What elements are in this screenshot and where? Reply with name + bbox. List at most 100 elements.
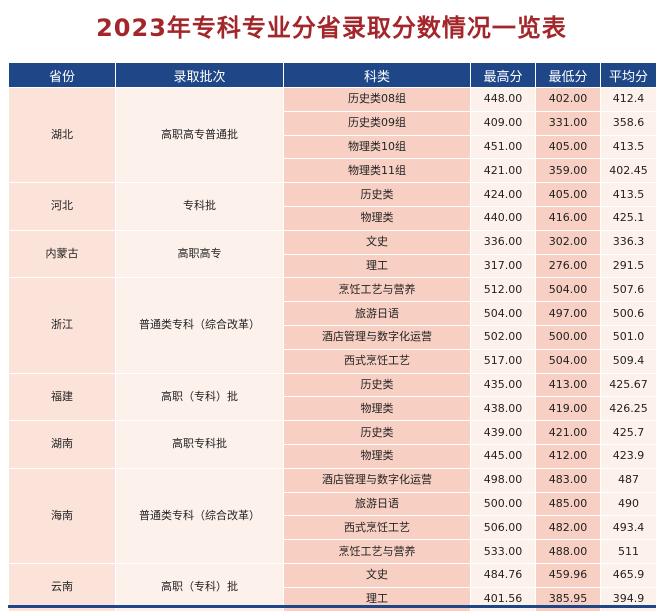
table-row: 西式烹饪工艺 517.00 504.00 509.4 — [9, 348, 657, 374]
table-row: 海南 普通类专科（综合改革） 酒店管理与数字化运营 498.00 483.00 487 — [8, 467, 657, 564]
max-score-cell: 533.00 — [470, 539, 536, 564]
table-row: 西式烹饪工艺 506.00 482.00 493.4 — [9, 515, 657, 541]
max-score-cell: 435.00 — [470, 372, 536, 398]
subject-cell: 西式烹饪工艺 — [283, 348, 471, 374]
min-score-cell: 276.00 — [535, 253, 601, 279]
max-score-cell: 409.00 — [470, 110, 536, 136]
max-score-cell: 448.00 — [470, 87, 536, 112]
max-score-cell: 336.00 — [470, 229, 536, 255]
batch-cell: 高职高专普通批 — [115, 86, 284, 184]
table-row: 内蒙古 高职高专 文史 336.00 302.00 336.3 — [8, 229, 657, 279]
max-score-cell: 484.76 — [470, 562, 536, 588]
max-score-cell: 421.00 — [470, 158, 536, 184]
table-row: 湖南 高职专科批 历史类 439.00 421.00 425.7 — [8, 420, 657, 469]
min-score-cell: 402.00 — [535, 87, 601, 112]
avg-score-cell: 358.6 — [600, 110, 657, 136]
table-row: 物理类 440.00 416.00 425.1 — [9, 205, 657, 231]
avg-score-cell: 493.4 — [600, 515, 657, 541]
min-score-cell: 331.00 — [535, 110, 601, 136]
min-score-cell: 405.00 — [535, 134, 601, 160]
avg-score-cell: 465.9 — [600, 562, 657, 588]
subject-cell: 物理类 — [283, 396, 471, 422]
batch-cell: 专科批 — [115, 182, 284, 231]
subject-cell: 历史类09组 — [283, 110, 471, 136]
avg-score-cell: 487 — [600, 467, 657, 493]
min-score-cell: 485.00 — [535, 491, 601, 517]
table-row: 物理类 445.00 412.00 423.9 — [9, 443, 657, 469]
score-table-wrapper: 省份 录取批次 科类 最高分 最低分 平均分 湖北 高职高专普通批 历史类08组 44… — [8, 62, 657, 612]
min-score-cell: 302.00 — [535, 229, 601, 255]
min-score-cell: 359.00 — [535, 158, 601, 184]
max-score-cell: 424.00 — [470, 182, 536, 207]
max-score-cell: 317.00 — [470, 253, 536, 279]
avg-score-cell: 507.6 — [600, 277, 657, 303]
min-score-cell: 405.00 — [535, 182, 601, 207]
table-row: 物理类10组 451.00 405.00 413.5 — [9, 134, 657, 160]
province-cell: 云南 — [8, 562, 116, 612]
subject-cell: 历史类08组 — [283, 87, 471, 112]
min-score-cell: 497.00 — [535, 301, 601, 326]
min-score-cell: 459.96 — [535, 562, 601, 588]
avg-score-cell: 413.5 — [600, 182, 657, 207]
province-cell: 湖南 — [8, 420, 116, 469]
avg-score-cell: 412.4 — [600, 87, 657, 112]
min-score-cell: 412.00 — [535, 443, 601, 469]
province-cell: 湖北 — [8, 86, 116, 184]
max-score-cell: 506.00 — [470, 515, 536, 541]
min-score-cell: 421.00 — [535, 420, 601, 445]
max-score-cell: 498.00 — [470, 467, 536, 493]
batch-cell: 高职（专科）批 — [115, 372, 284, 422]
header-province: 省份 — [8, 62, 116, 88]
table-row: 旅游日语 504.00 497.00 500.6 — [9, 301, 657, 326]
table-row: 河北 专科批 历史类 424.00 405.00 413.5 — [8, 182, 657, 231]
avg-score-cell: 511 — [600, 539, 657, 564]
subject-cell: 文史 — [283, 229, 471, 255]
avg-score-cell: 501.0 — [600, 324, 657, 350]
avg-score-cell: 425.7 — [600, 420, 657, 445]
avg-score-cell: 291.5 — [600, 253, 657, 279]
table-row: 湖北 高职高专普通批 历史类08组 448.00 402.00 412.4 — [8, 86, 657, 184]
table-row: 云南 高职（专科）批 文史 484.76 459.96 465.9 — [8, 562, 657, 612]
avg-score-cell: 500.6 — [600, 301, 657, 326]
subject-cell: 酒店管理与数字化运营 — [283, 467, 471, 493]
table-header: 省份 录取批次 科类 最高分 最低分 平均分 — [8, 62, 657, 88]
province-cell: 内蒙古 — [8, 229, 116, 279]
avg-score-cell: 423.9 — [600, 443, 657, 469]
avg-score-cell: 336.3 — [600, 229, 657, 255]
subject-cell: 历史类 — [283, 182, 471, 207]
avg-score-cell: 402.45 — [600, 158, 657, 184]
province-cell: 海南 — [8, 467, 116, 564]
subject-cell: 旅游日语 — [283, 301, 471, 326]
header-subject: 科类 — [283, 62, 471, 88]
province-cell: 浙江 — [8, 277, 116, 374]
batch-cell: 高职（专科）批 — [115, 562, 284, 612]
score-table: 省份 录取批次 科类 最高分 最低分 平均分 湖北 高职高专普通批 历史类08组 44… — [8, 62, 657, 612]
subject-cell: 物理类 — [283, 443, 471, 469]
subject-cell: 物理类 — [283, 205, 471, 231]
avg-score-cell: 413.5 — [600, 134, 657, 160]
table-row: 浙江 普通类专科（综合改革） 烹饪工艺与营养 512.00 504.00 507.6 — [8, 277, 657, 374]
subject-cell: 物理类10组 — [283, 134, 471, 160]
batch-cell: 普通类专科（综合改革） — [115, 277, 284, 374]
subject-cell: 酒店管理与数字化运营 — [283, 324, 471, 350]
max-score-cell: 517.00 — [470, 348, 536, 374]
header-avg: 平均分 — [600, 62, 657, 88]
min-score-cell: 504.00 — [535, 348, 601, 374]
table-body: 湖北 高职高专普通批 历史类08组 448.00 402.00 412.4 历史类09组 40… — [8, 86, 657, 612]
avg-score-cell: 490 — [600, 491, 657, 517]
max-score-cell: 512.00 — [470, 277, 536, 303]
min-score-cell: 413.00 — [535, 372, 601, 398]
max-score-cell: 438.00 — [470, 396, 536, 422]
min-score-cell: 488.00 — [535, 539, 601, 564]
province-cell: 福建 — [8, 372, 116, 422]
header-min: 最低分 — [535, 62, 601, 88]
max-score-cell: 500.00 — [470, 491, 536, 517]
batch-cell: 普通类专科（综合改革） — [115, 467, 284, 564]
min-score-cell: 504.00 — [535, 277, 601, 303]
table-row: 历史类09组 409.00 331.00 358.6 — [9, 110, 657, 136]
bottom-rule — [8, 605, 656, 608]
max-score-cell: 439.00 — [470, 420, 536, 445]
batch-cell: 高职高专 — [115, 229, 284, 279]
table-row: 理工 317.00 276.00 291.5 — [9, 253, 657, 279]
